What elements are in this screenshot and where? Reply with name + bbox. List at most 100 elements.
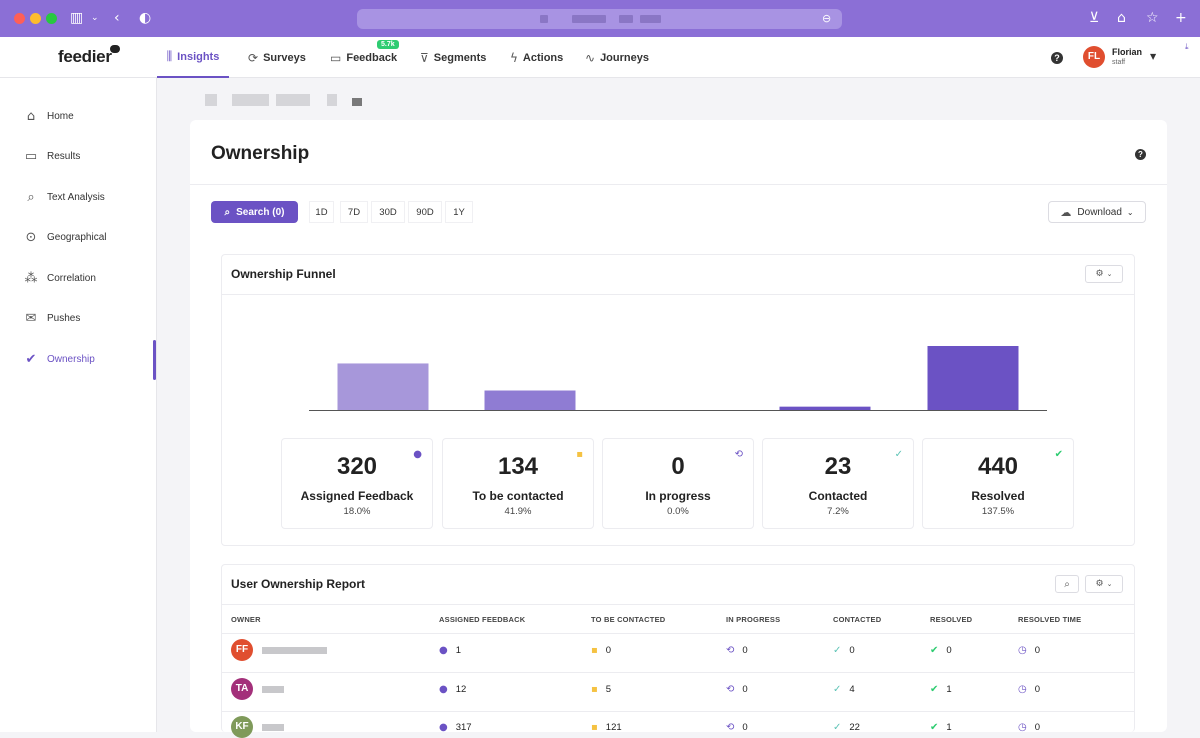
address-bar[interactable]: ⊖ bbox=[357, 9, 842, 29]
collapse-download-icon[interactable]: ⤓ bbox=[1185, 42, 1189, 51]
minimize-window-button[interactable] bbox=[30, 13, 41, 24]
bookmark-star-icon[interactable]: ☆ bbox=[1146, 10, 1159, 26]
stat-card-in-progress[interactable]: ⟲ 0 In progress 0.0% bbox=[602, 438, 754, 529]
cell-to-contact: ▪ 0 bbox=[591, 643, 611, 657]
stat-percentage: 7.2% bbox=[827, 506, 849, 517]
sidebar-toggle-icon[interactable]: ▥ bbox=[70, 10, 84, 26]
feedier-logo[interactable]: feedier bbox=[58, 47, 112, 66]
shield-icon[interactable]: ◐ bbox=[139, 10, 152, 26]
check-circle-icon: ✔ bbox=[930, 721, 939, 733]
column-header-in-progress[interactable]: IN PROGRESS bbox=[726, 615, 781, 624]
range-30d-button[interactable]: 30D bbox=[371, 201, 405, 223]
sidebar-item-home[interactable]: ⌂ Home bbox=[22, 106, 74, 126]
cell-resolved: ✔ 1 bbox=[930, 720, 952, 734]
search-button[interactable]: ⌕ Search (0) bbox=[211, 201, 298, 223]
cell-value: 0 bbox=[1034, 644, 1041, 656]
check-circle-icon: ✔ bbox=[930, 683, 939, 695]
home-browser-icon[interactable]: ⌂ bbox=[1117, 10, 1126, 26]
range-90d-button[interactable]: 90D bbox=[408, 201, 442, 223]
chevron-down-icon: ⌄ bbox=[1126, 207, 1134, 217]
column-header-owner[interactable]: OWNER bbox=[231, 615, 261, 624]
column-header-assigned[interactable]: ASSIGNED FEEDBACK bbox=[439, 615, 526, 624]
funnel-bar-to-be-contacted[interactable] bbox=[484, 390, 576, 410]
cell-value: 0 bbox=[849, 644, 855, 656]
report-search-button[interactable]: ⌕ bbox=[1055, 575, 1079, 593]
stat-value: 134 bbox=[497, 453, 539, 480]
close-window-button[interactable] bbox=[14, 13, 25, 24]
search-icon: ⌕ bbox=[1064, 578, 1070, 590]
cell-value: 12 bbox=[455, 683, 467, 695]
cell-value: 0 bbox=[742, 683, 748, 695]
new-tab-icon[interactable]: + bbox=[1175, 10, 1187, 26]
feedback-count-badge: 5.7k bbox=[377, 40, 399, 49]
download-button[interactable]: ☁ Download ⌄ bbox=[1048, 201, 1146, 223]
text-analysis-icon: ⌕ bbox=[27, 189, 35, 205]
chevron-down-icon: ⌄ bbox=[1106, 580, 1113, 588]
stat-card-resolved[interactable]: ✔ 440 Resolved 137.5% bbox=[922, 438, 1074, 529]
cell-value: 1 bbox=[946, 721, 952, 733]
nav-tab-label: Insights bbox=[177, 50, 220, 63]
cell-assigned: ● 317 bbox=[439, 720, 472, 734]
column-header-to-be-contacted[interactable]: TO BE CONTACTED bbox=[591, 615, 666, 624]
cell-contacted: ✓ 22 bbox=[833, 720, 860, 734]
cell-resolved-time: ◷ 0 bbox=[1018, 682, 1040, 696]
stat-card-to-be-contacted[interactable]: ▪ 134 To be contacted 41.9% bbox=[442, 438, 594, 529]
user-check-icon: ✓ bbox=[833, 683, 842, 695]
funnel-bar-contacted[interactable] bbox=[779, 406, 871, 410]
surveys-icon: ⟳ bbox=[248, 50, 259, 65]
more-icon[interactable]: ⊖ bbox=[822, 12, 832, 25]
gear-icon: ⚙ bbox=[1095, 269, 1104, 279]
sidebar-item-correlation[interactable]: ⁂ Correlation bbox=[22, 268, 96, 288]
cell-value: 121 bbox=[605, 721, 622, 733]
nav-tab-journeys[interactable]: ∿ Journeys bbox=[585, 37, 649, 78]
user-menu-chevron-icon[interactable]: ▼ bbox=[1150, 52, 1157, 61]
downloads-icon[interactable]: ⊻ bbox=[1089, 10, 1100, 26]
maximize-window-button[interactable] bbox=[46, 13, 57, 24]
report-settings-button[interactable]: ⚙ ⌄ bbox=[1085, 575, 1123, 593]
cell-value: 0 bbox=[742, 644, 748, 656]
owner-avatar: TA bbox=[231, 678, 253, 700]
stat-card-assigned-feedback[interactable]: ● 320 Assigned Feedback 18.0% bbox=[281, 438, 433, 529]
cell-resolved-time: ◷ 0 bbox=[1018, 720, 1040, 734]
user-circle-icon: ● bbox=[439, 644, 448, 656]
column-header-resolved-time[interactable]: RESOLVED TIME bbox=[1018, 615, 1082, 624]
cell-contacted: ✓ 4 bbox=[833, 682, 855, 696]
chevron-down-icon[interactable]: ⌄ bbox=[91, 13, 99, 23]
sidebar-item-geographical[interactable]: ⊙ Geographical bbox=[22, 227, 107, 247]
column-header-resolved[interactable]: RESOLVED bbox=[930, 615, 973, 624]
app-header: feedier ⫼ Insights ⟳ Surveys ▭ Feedback … bbox=[0, 37, 1200, 78]
range-7d-button[interactable]: 7D bbox=[340, 201, 368, 223]
sidebar-item-results[interactable]: ▭ Results bbox=[22, 146, 81, 166]
nav-tab-insights[interactable]: ⫼ Insights bbox=[157, 37, 229, 78]
range-1y-button[interactable]: 1Y bbox=[445, 201, 473, 223]
funnel-bar-resolved[interactable] bbox=[927, 346, 1019, 410]
nav-tab-surveys[interactable]: ⟳ Surveys bbox=[248, 37, 306, 78]
sidebar-item-pushes[interactable]: ✉ Pushes bbox=[22, 308, 81, 328]
nav-tab-segments[interactable]: ⊽ Segments bbox=[420, 37, 486, 78]
sidebar-item-text-analysis[interactable]: ⌕ Text Analysis bbox=[22, 187, 104, 207]
check-circle-icon: ✔ bbox=[930, 644, 939, 656]
clock-icon: ◷ bbox=[1018, 721, 1027, 733]
divider bbox=[222, 633, 1134, 634]
column-header-contacted[interactable]: CONTACTED bbox=[833, 615, 882, 624]
nav-tab-label: Feedback bbox=[346, 51, 398, 64]
funnel-bar-assigned-feedback[interactable] bbox=[337, 363, 429, 410]
sidebar-item-ownership[interactable]: ✔ Ownership bbox=[22, 349, 95, 369]
cell-resolved: ✔ 0 bbox=[930, 643, 952, 657]
page-help-icon[interactable]: ? bbox=[1135, 149, 1146, 160]
stat-card-contacted[interactable]: ✓ 23 Contacted 7.2% bbox=[762, 438, 914, 529]
user-name[interactable]: Florian bbox=[1112, 47, 1143, 57]
help-icon[interactable]: ? bbox=[1051, 52, 1063, 64]
back-icon[interactable]: ‹ bbox=[114, 10, 120, 26]
stat-value: 23 bbox=[824, 453, 852, 480]
gear-icon: ⚙ bbox=[1095, 579, 1104, 589]
pulse-icon: ∿ bbox=[585, 50, 596, 65]
user-avatar[interactable]: FL bbox=[1083, 46, 1105, 68]
nav-tab-feedback[interactable]: ▭ Feedback bbox=[330, 37, 397, 78]
sidebar: ⌂ Home ▭ Results ⌕ Text Analysis ⊙ Geogr… bbox=[0, 78, 157, 732]
range-1d-button[interactable]: 1D bbox=[309, 201, 334, 223]
search-button-label: Search (0) bbox=[236, 206, 285, 218]
stat-label: Resolved bbox=[971, 489, 1025, 503]
nav-tab-actions[interactable]: ϟ Actions bbox=[510, 37, 563, 78]
funnel-settings-button[interactable]: ⚙ ⌄ bbox=[1085, 265, 1123, 283]
